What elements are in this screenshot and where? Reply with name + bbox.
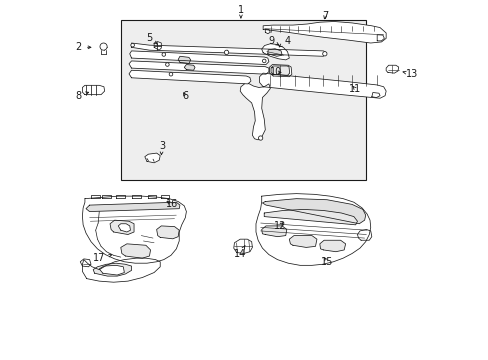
Circle shape xyxy=(224,50,228,54)
Polygon shape xyxy=(102,195,110,198)
Polygon shape xyxy=(261,226,286,237)
Polygon shape xyxy=(178,56,190,63)
Bar xyxy=(121,21,366,180)
Polygon shape xyxy=(240,83,270,140)
Polygon shape xyxy=(289,235,316,247)
Text: 14: 14 xyxy=(234,246,246,258)
Text: 15: 15 xyxy=(320,257,332,267)
Text: 6: 6 xyxy=(182,91,188,101)
Polygon shape xyxy=(270,66,289,75)
Text: 8: 8 xyxy=(76,91,88,101)
Polygon shape xyxy=(233,239,252,253)
Polygon shape xyxy=(144,153,160,163)
Polygon shape xyxy=(129,51,268,64)
Polygon shape xyxy=(118,224,130,232)
Polygon shape xyxy=(267,49,282,56)
Polygon shape xyxy=(131,43,325,56)
Text: 1: 1 xyxy=(237,5,244,18)
Polygon shape xyxy=(264,210,357,225)
Polygon shape xyxy=(376,35,384,41)
Text: 3: 3 xyxy=(159,141,165,155)
Circle shape xyxy=(169,72,172,76)
Polygon shape xyxy=(110,220,134,234)
Polygon shape xyxy=(184,64,195,70)
Text: 5: 5 xyxy=(146,33,157,44)
Text: 11: 11 xyxy=(348,84,360,94)
Circle shape xyxy=(165,63,169,66)
Circle shape xyxy=(131,43,134,47)
Polygon shape xyxy=(319,240,345,252)
Polygon shape xyxy=(255,194,370,265)
Circle shape xyxy=(258,136,262,140)
Polygon shape xyxy=(82,258,160,282)
Text: 9: 9 xyxy=(268,36,278,46)
Polygon shape xyxy=(99,265,124,275)
Circle shape xyxy=(100,43,107,50)
Polygon shape xyxy=(160,195,169,198)
Polygon shape xyxy=(129,70,250,84)
Text: 17: 17 xyxy=(93,253,111,263)
Polygon shape xyxy=(259,73,386,98)
Polygon shape xyxy=(91,195,100,198)
Polygon shape xyxy=(261,44,289,60)
Polygon shape xyxy=(82,196,186,263)
Circle shape xyxy=(322,51,326,56)
Polygon shape xyxy=(371,93,379,98)
Text: 12: 12 xyxy=(273,221,285,231)
Polygon shape xyxy=(263,22,386,43)
Polygon shape xyxy=(357,229,371,240)
Polygon shape xyxy=(147,195,156,198)
Text: 7: 7 xyxy=(322,11,327,21)
Polygon shape xyxy=(262,199,365,224)
Text: 13: 13 xyxy=(402,69,418,79)
Polygon shape xyxy=(265,30,270,34)
Polygon shape xyxy=(86,202,180,212)
Polygon shape xyxy=(132,195,140,198)
Text: 4: 4 xyxy=(279,36,290,47)
Polygon shape xyxy=(82,85,104,95)
Polygon shape xyxy=(154,41,161,50)
Polygon shape xyxy=(80,259,91,267)
Polygon shape xyxy=(121,244,150,258)
Circle shape xyxy=(162,53,165,56)
Polygon shape xyxy=(156,226,179,239)
Polygon shape xyxy=(93,263,131,276)
Circle shape xyxy=(262,59,265,63)
Polygon shape xyxy=(269,64,291,77)
Polygon shape xyxy=(129,61,268,74)
Polygon shape xyxy=(116,195,125,198)
Text: 16: 16 xyxy=(165,199,178,210)
Polygon shape xyxy=(386,65,398,73)
Text: 10: 10 xyxy=(269,67,282,77)
Text: 2: 2 xyxy=(76,42,91,52)
